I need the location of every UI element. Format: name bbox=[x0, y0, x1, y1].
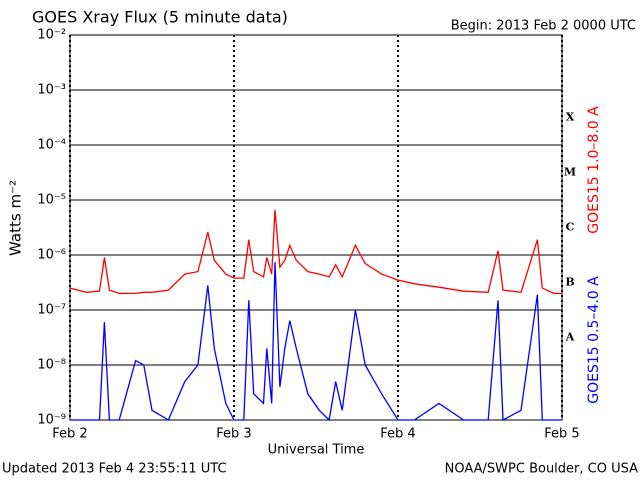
y-tick-label: 10⁻⁹ bbox=[37, 413, 66, 428]
legend-entry: GOES15 1.0–8.0 A bbox=[586, 106, 602, 234]
y-tick-label: 10⁻⁴ bbox=[37, 138, 66, 153]
y-tick-label: 10⁻⁶ bbox=[37, 248, 66, 263]
y-tick-label: 10⁻² bbox=[37, 28, 66, 43]
y-axis-label: Watts m⁻² bbox=[7, 180, 25, 256]
flare-class-label: C bbox=[566, 221, 575, 234]
x-tick-label: Feb 3 bbox=[216, 427, 251, 442]
legend-entry: GOES15 0.5–4.0 A bbox=[586, 276, 602, 404]
y-tick-label: 10⁻⁷ bbox=[37, 303, 66, 318]
series-line bbox=[70, 262, 562, 422]
flare-class-label: X bbox=[566, 111, 575, 124]
y-tick-label: 10⁻⁵ bbox=[37, 193, 66, 208]
x-tick-label: Feb 2 bbox=[52, 427, 87, 442]
y-tick-label: 10⁻³ bbox=[37, 83, 66, 98]
chart-title: GOES Xray Flux (5 minute data) bbox=[32, 8, 288, 27]
footer-left: Updated 2013 Feb 4 23:55:11 UTC bbox=[2, 462, 227, 477]
series-line bbox=[69, 209, 562, 295]
chart-subtitle: Begin: 2013 Feb 2 0000 UTC bbox=[451, 19, 636, 34]
x-tick-label: Feb 5 bbox=[544, 427, 579, 442]
x-tick-label: Feb 4 bbox=[380, 427, 415, 442]
flare-class-label: A bbox=[565, 331, 575, 344]
x-axis-label: Universal Time bbox=[268, 443, 365, 458]
flare-class-label: B bbox=[565, 276, 574, 289]
y-tick-label: 10⁻⁸ bbox=[37, 358, 66, 373]
footer-right: NOAA/SWPC Boulder, CO USA bbox=[445, 462, 638, 477]
flare-class-label: M bbox=[564, 166, 576, 179]
